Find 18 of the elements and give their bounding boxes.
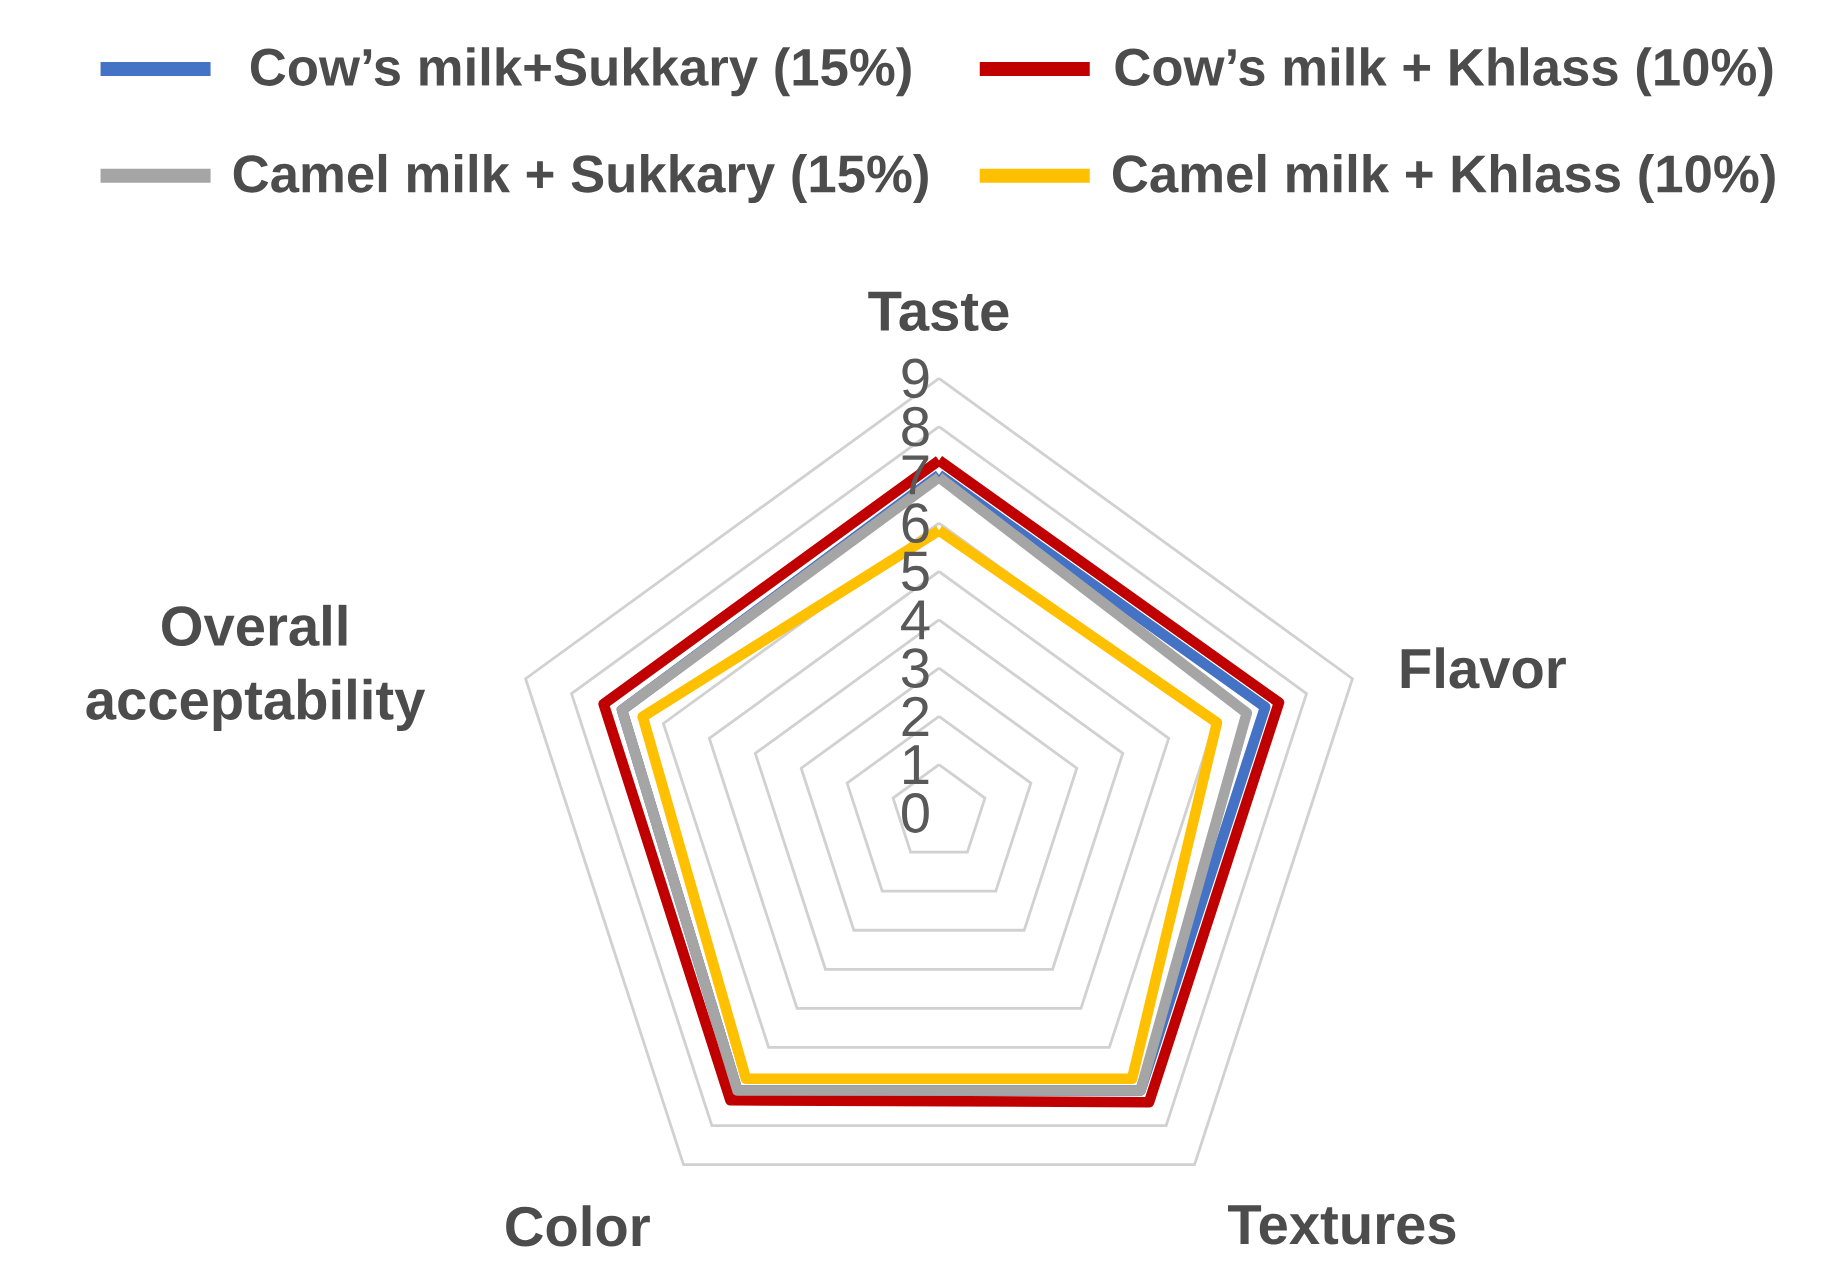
spoke-label: Overall acceptability — [86, 604, 426, 732]
y-tick-label: 9 — [902, 358, 929, 399]
spoke-label: Textures — [1227, 1205, 1456, 1245]
y-tick-label: 1 — [904, 745, 929, 785]
legend-label: Camel milk + Khlass (10%) — [1112, 153, 1775, 204]
spoke-label: Flavor — [1401, 647, 1566, 689]
y-tick-label: 0 — [901, 793, 929, 833]
spoke-label: Taste — [868, 291, 1009, 332]
y-tick-label: 3 — [901, 648, 929, 688]
y-tick-label: 5 — [902, 551, 929, 592]
y-tick-label: 4 — [901, 600, 930, 640]
legend-label: Cow’s milk+Sukkary (15%) — [250, 47, 911, 97]
legend-label: Cow’s milk + Khlass (10%) — [1115, 47, 1773, 97]
spoke-label: Color — [506, 1205, 650, 1247]
legend-label: Camel milk + Sukkary (15%) — [233, 153, 928, 204]
y-tick-label: 6 — [902, 503, 929, 544]
y-tick-label: 2 — [902, 696, 929, 737]
y-tick-label: 8 — [902, 406, 929, 447]
